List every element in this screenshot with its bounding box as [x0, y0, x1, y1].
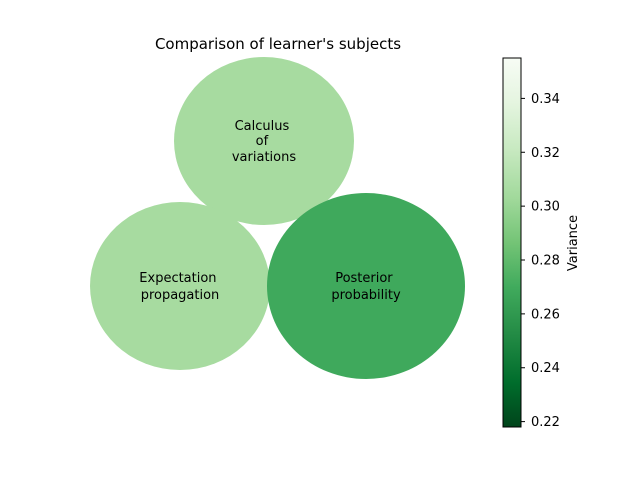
label-line: Expectation	[139, 271, 216, 286]
bubble-expectation-propagation	[90, 202, 270, 370]
colorbar-tick-label: 0.32	[531, 146, 560, 161]
label-line: Calculus	[235, 119, 290, 134]
colorbar-tick-label: 0.22	[531, 415, 560, 430]
colorbar-tick-label: 0.34	[531, 92, 560, 107]
colorbar: 0.22 0.24 0.26 0.28 0.30 0.32 0.34 Variance	[502, 57, 581, 430]
colorbar-tick-label: 0.30	[531, 200, 560, 215]
colorbar-label: Variance	[566, 215, 581, 271]
label-line: probability	[331, 288, 401, 303]
label-line: variations	[232, 150, 296, 165]
label-line: Posterior	[335, 271, 393, 286]
colorbar-tick-label: 0.28	[531, 254, 560, 269]
colorbar-ticks: 0.22 0.24 0.26 0.28 0.30 0.32 0.34	[521, 92, 560, 430]
colorbar-tick-label: 0.24	[531, 361, 560, 376]
colorbar-gradient	[502, 57, 522, 428]
chart-title: Comparison of learner's subjects	[155, 35, 401, 53]
bubble-label-calculus-of-variations: Calculus of variations	[232, 119, 296, 165]
bubble-label-expectation-propagation: Expectation propagation	[139, 271, 220, 303]
bubble-posterior-probability	[267, 193, 465, 379]
bubble-calculus-of-variations	[174, 57, 354, 225]
colorbar-tick-label: 0.26	[531, 307, 560, 322]
label-line: of	[256, 134, 269, 149]
bubble-labels: Calculus of variations Expectation propa…	[139, 119, 401, 303]
bubble-label-posterior-probability: Posterior probability	[331, 271, 401, 303]
bubble-layer	[90, 57, 465, 379]
label-line: propagation	[141, 288, 220, 303]
